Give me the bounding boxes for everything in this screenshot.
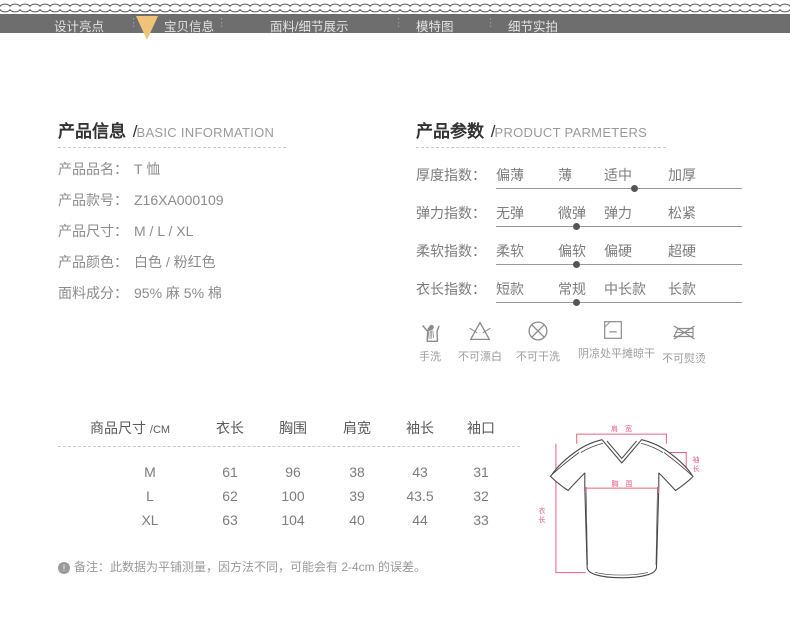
- svg-text:袖: 袖: [693, 455, 700, 464]
- svg-text:肩 宽: 肩 宽: [611, 425, 632, 433]
- svg-text:衣: 衣: [539, 506, 546, 515]
- svg-text:长: 长: [693, 464, 700, 473]
- svg-text:长: 长: [539, 515, 546, 524]
- svg-text:胸 围: 胸 围: [612, 479, 633, 488]
